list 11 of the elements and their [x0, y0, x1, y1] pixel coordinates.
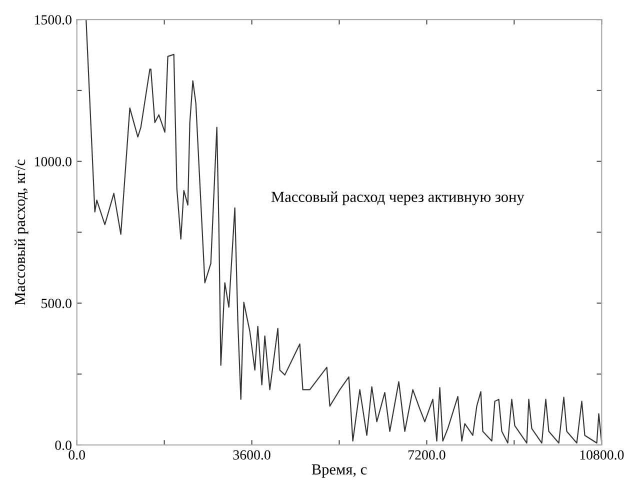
y-axis-title: Массовый расход, кг/с: [14, 160, 28, 306]
x-tick-label: 7200.0: [408, 450, 446, 460]
annotation: Массовый расход через активную зону: [271, 191, 524, 206]
y-tick-label: 1500.0: [35, 15, 72, 25]
y-tick-label: 0.0: [55, 440, 72, 450]
y-tick-label: 1000.0: [35, 156, 72, 166]
x-tick-label: 3600.0: [233, 450, 270, 460]
x-tick-label: 10800.0: [580, 450, 624, 460]
x-axis-title: Время, с: [312, 464, 367, 478]
x-tick-label: 0.0: [68, 450, 86, 460]
y-tick-label: 500.0: [42, 298, 72, 308]
